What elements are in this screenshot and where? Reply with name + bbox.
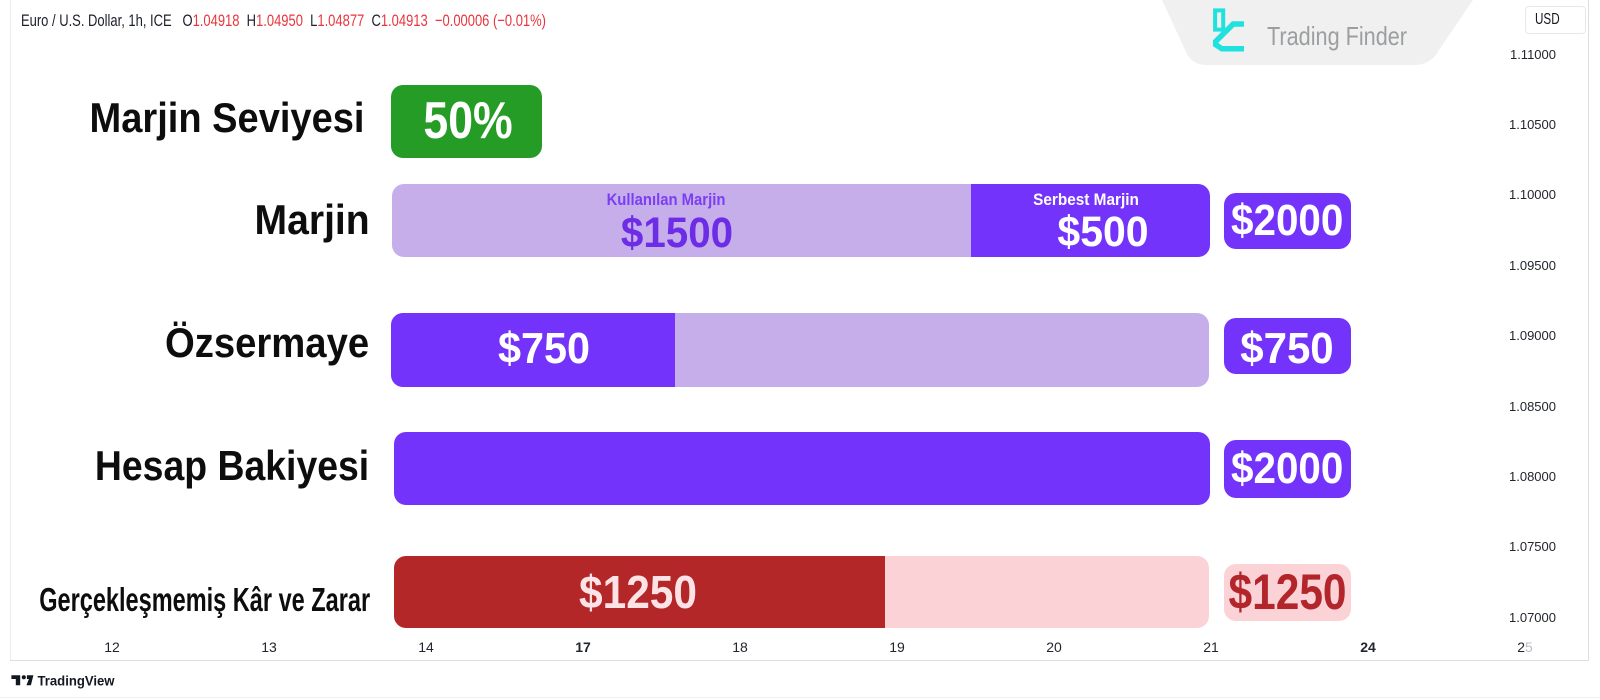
svg-text:Trading Finder: Trading Finder: [1267, 21, 1407, 51]
svg-text:TradingView: TradingView: [38, 674, 116, 690]
